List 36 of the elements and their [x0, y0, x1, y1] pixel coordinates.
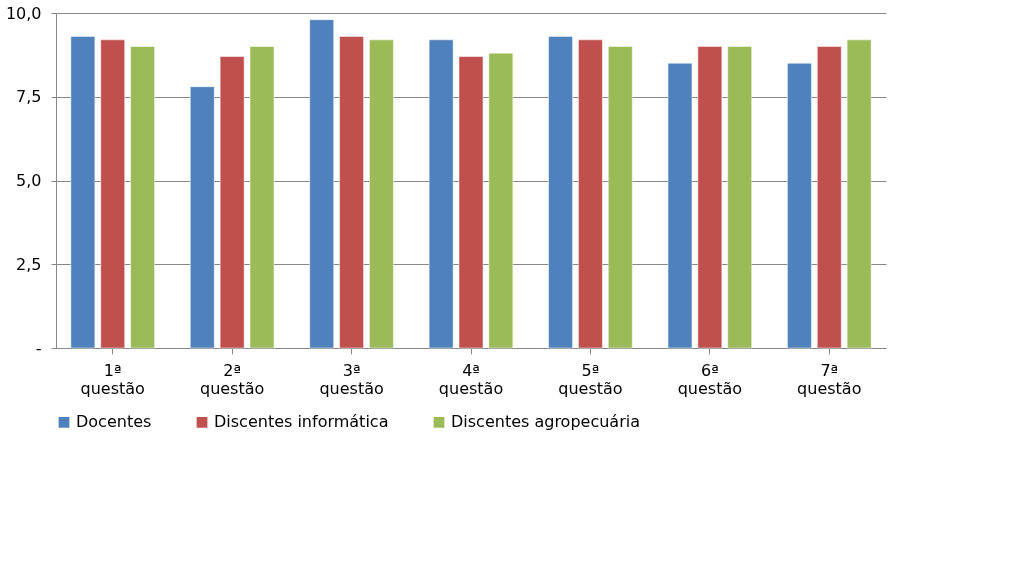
y-tick-label: 5,0 [16, 171, 42, 190]
bar [846, 39, 872, 349]
x-tick-label: 7ª questão [797, 360, 862, 398]
bar [190, 86, 215, 349]
x-tick-label: 4ª questão [438, 360, 504, 398]
bar [428, 39, 454, 349]
bar [548, 36, 573, 349]
bar [339, 36, 364, 349]
x-tick-label: 2ª questão [199, 360, 265, 398]
bar [309, 19, 334, 349]
x-tick-label: 6ª questão [677, 360, 743, 398]
bar [697, 46, 723, 349]
x-tick-label: 1ª questão [80, 360, 145, 398]
bar [727, 46, 752, 349]
x-tick-label: 5ª questão [558, 360, 623, 398]
y-tick-label: - [35, 338, 42, 358]
legend-label: Discentes agropecuária [451, 412, 640, 432]
y-tick-label: 7,5 [16, 87, 42, 107]
bar [458, 56, 484, 349]
bar [369, 39, 394, 349]
bar [488, 52, 514, 349]
bar [70, 36, 96, 349]
bar [667, 63, 693, 349]
bar [130, 46, 155, 349]
bar [608, 46, 633, 349]
bar [219, 56, 245, 349]
bar [100, 39, 125, 349]
legend-label: Discentes informática [214, 412, 389, 432]
legend-label: Docentes [76, 412, 152, 432]
bar [578, 39, 603, 349]
bar [787, 63, 812, 349]
bar [249, 46, 275, 349]
y-tick-label: 2,5 [16, 254, 42, 274]
bar [817, 46, 842, 349]
x-tick-label: 3ª questão [319, 360, 384, 398]
y-tick-label: 10,0 [5, 3, 42, 23]
